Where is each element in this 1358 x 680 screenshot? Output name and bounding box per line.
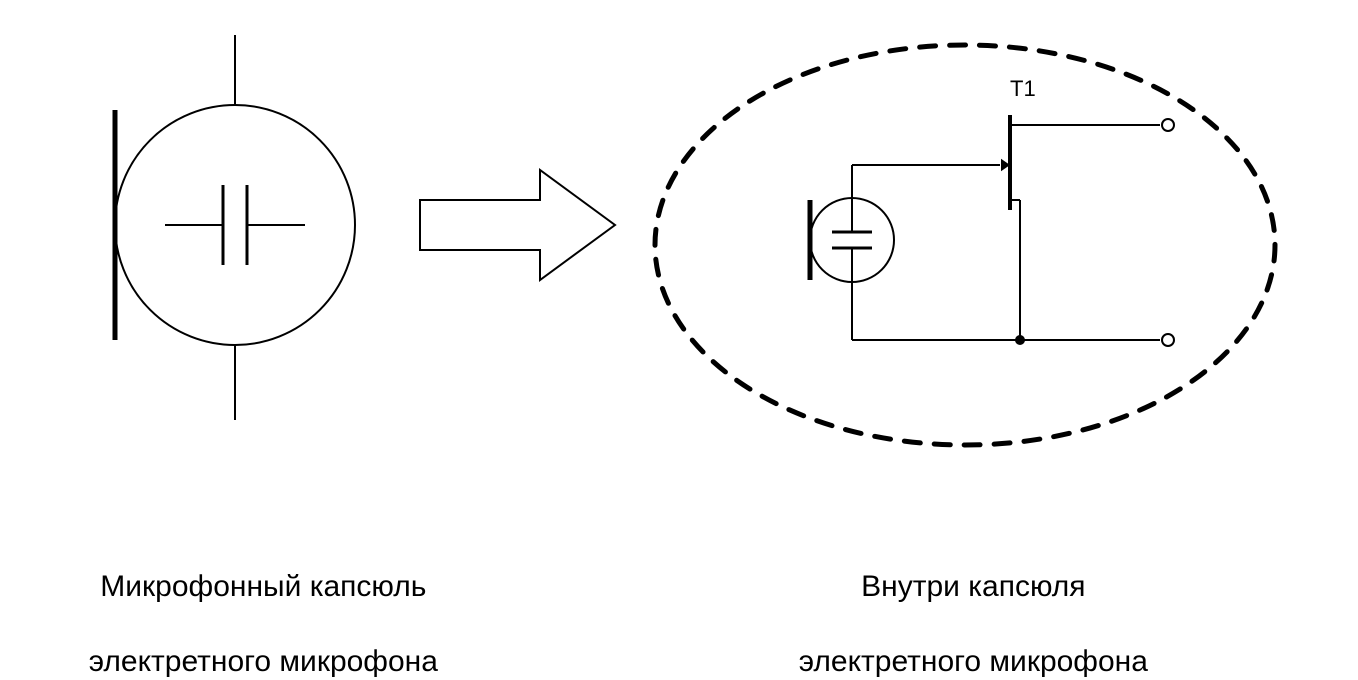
- source-gnd-junction: [1015, 335, 1025, 345]
- capsule-boundary-ellipse: [655, 45, 1275, 445]
- mic-capsule-circle: [115, 105, 355, 345]
- fet-label: T1: [1010, 76, 1036, 101]
- caption-right-line1: Внутри капсюля: [861, 570, 1085, 603]
- out-bot-terminal: [1162, 334, 1174, 346]
- block-arrow-right: [420, 170, 615, 280]
- caption-left-line1: Микрофонный капсюль: [100, 570, 426, 603]
- caption-left-line2: электретного микрофона: [89, 645, 438, 678]
- caption-right-line2: электретного микрофона: [799, 645, 1148, 678]
- caption-right: Внутри капсюля электретного микрофона: [782, 530, 1148, 680]
- out-top-terminal: [1162, 119, 1174, 131]
- caption-left: Микрофонный капсюль электретного микрофо…: [72, 530, 438, 680]
